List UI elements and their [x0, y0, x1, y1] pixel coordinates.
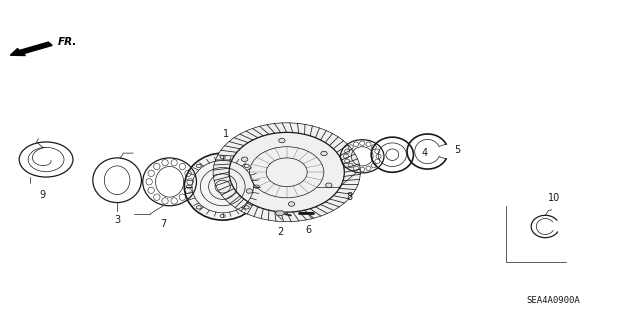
Text: 2: 2	[277, 227, 284, 237]
Text: 7: 7	[160, 219, 166, 228]
FancyArrow shape	[10, 42, 52, 56]
Text: 9: 9	[40, 190, 46, 200]
Text: 3: 3	[114, 215, 120, 225]
Ellipse shape	[241, 157, 248, 161]
Ellipse shape	[246, 189, 253, 193]
Ellipse shape	[326, 183, 332, 188]
Text: FR.: FR.	[58, 37, 77, 47]
Text: 10: 10	[547, 193, 560, 203]
Ellipse shape	[321, 151, 327, 156]
Text: SEA4A0900A: SEA4A0900A	[527, 296, 580, 305]
Text: 1: 1	[223, 130, 229, 139]
Ellipse shape	[184, 153, 261, 220]
Ellipse shape	[213, 123, 360, 222]
Text: 6: 6	[306, 225, 312, 235]
Polygon shape	[275, 211, 285, 215]
Ellipse shape	[289, 202, 295, 206]
Text: 5: 5	[454, 145, 461, 155]
Text: 8: 8	[346, 192, 353, 202]
Ellipse shape	[278, 138, 285, 143]
Text: 4: 4	[421, 148, 428, 158]
